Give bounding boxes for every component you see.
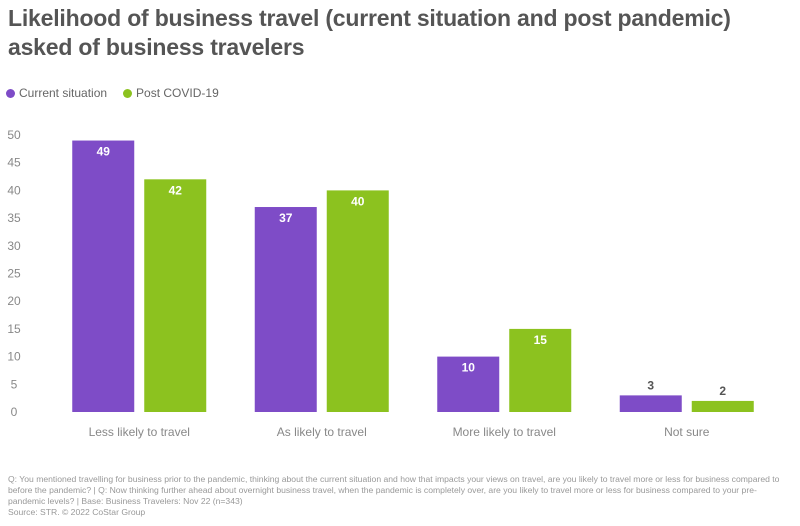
- data-label-current-situation-1: 49: [97, 145, 111, 159]
- y-tick-label-15: 15: [7, 322, 21, 336]
- bar-current-situation-2[interactable]: [254, 207, 317, 412]
- bar-post-covid-19-2[interactable]: [326, 190, 389, 412]
- data-label-post-covid-19-1: 42: [169, 183, 183, 197]
- bar-post-covid-19-3[interactable]: [509, 328, 572, 412]
- y-tick-label-20: 20: [7, 294, 21, 308]
- bar-chart: 0 5 10 15 20 25 30 35 40 45 50 49 42 Less likely to t…: [7, 128, 754, 439]
- x-tick-label-1: Less likely to travel: [89, 425, 190, 439]
- legend-swatch-post-covid: [123, 88, 133, 98]
- footer-source: Source: STR. © 2022 CoStar Group: [8, 507, 146, 517]
- x-tick-label-4: Not sure: [664, 425, 710, 439]
- y-tick-label-25: 25: [7, 267, 21, 281]
- x-tick-label-3: More likely to travel: [453, 425, 556, 439]
- y-tick-label-10: 10: [7, 350, 21, 364]
- y-tick-label-40: 40: [7, 183, 21, 197]
- bar-current-situation-1[interactable]: [72, 140, 135, 412]
- data-label-current-situation-2: 37: [279, 211, 293, 225]
- legend-label-post-covid: Post COVID-19: [136, 86, 219, 100]
- data-label-current-situation-4: 3: [647, 378, 654, 392]
- footer-note: Q: You mentioned travelling for business…: [8, 474, 780, 506]
- chart-title: Likelihood of business travel (current s…: [8, 5, 731, 60]
- bar-post-covid-19-4[interactable]: [691, 400, 754, 412]
- y-tick-label-45: 45: [7, 156, 21, 170]
- x-tick-label-2: As likely to travel: [277, 425, 367, 439]
- y-tick-label-30: 30: [7, 239, 21, 253]
- legend-item-current[interactable]: Current situation: [6, 86, 107, 100]
- data-label-post-covid-19-2: 40: [351, 194, 365, 208]
- data-label-post-covid-19-3: 15: [534, 333, 548, 347]
- legend-swatch-current: [6, 88, 15, 98]
- y-tick-label-0: 0: [11, 405, 18, 419]
- data-label-current-situation-3: 10: [462, 361, 476, 375]
- y-tick-label-5: 5: [11, 377, 18, 391]
- y-tick-label-35: 35: [7, 211, 21, 225]
- legend-item-post-covid[interactable]: Post COVID-19: [123, 86, 219, 100]
- chart-legend: Current situation Post COVID-19: [6, 86, 235, 100]
- legend-label-current: Current situation: [19, 86, 108, 100]
- y-tick-label-50: 50: [7, 128, 21, 142]
- bar-current-situation-4[interactable]: [619, 395, 682, 412]
- bar-post-covid-19-1[interactable]: [144, 179, 207, 412]
- data-label-post-covid-19-4: 2: [719, 384, 726, 398]
- chart-footer: Q: You mentioned travelling for business…: [8, 474, 793, 518]
- bar-current-situation-3[interactable]: [437, 356, 500, 412]
